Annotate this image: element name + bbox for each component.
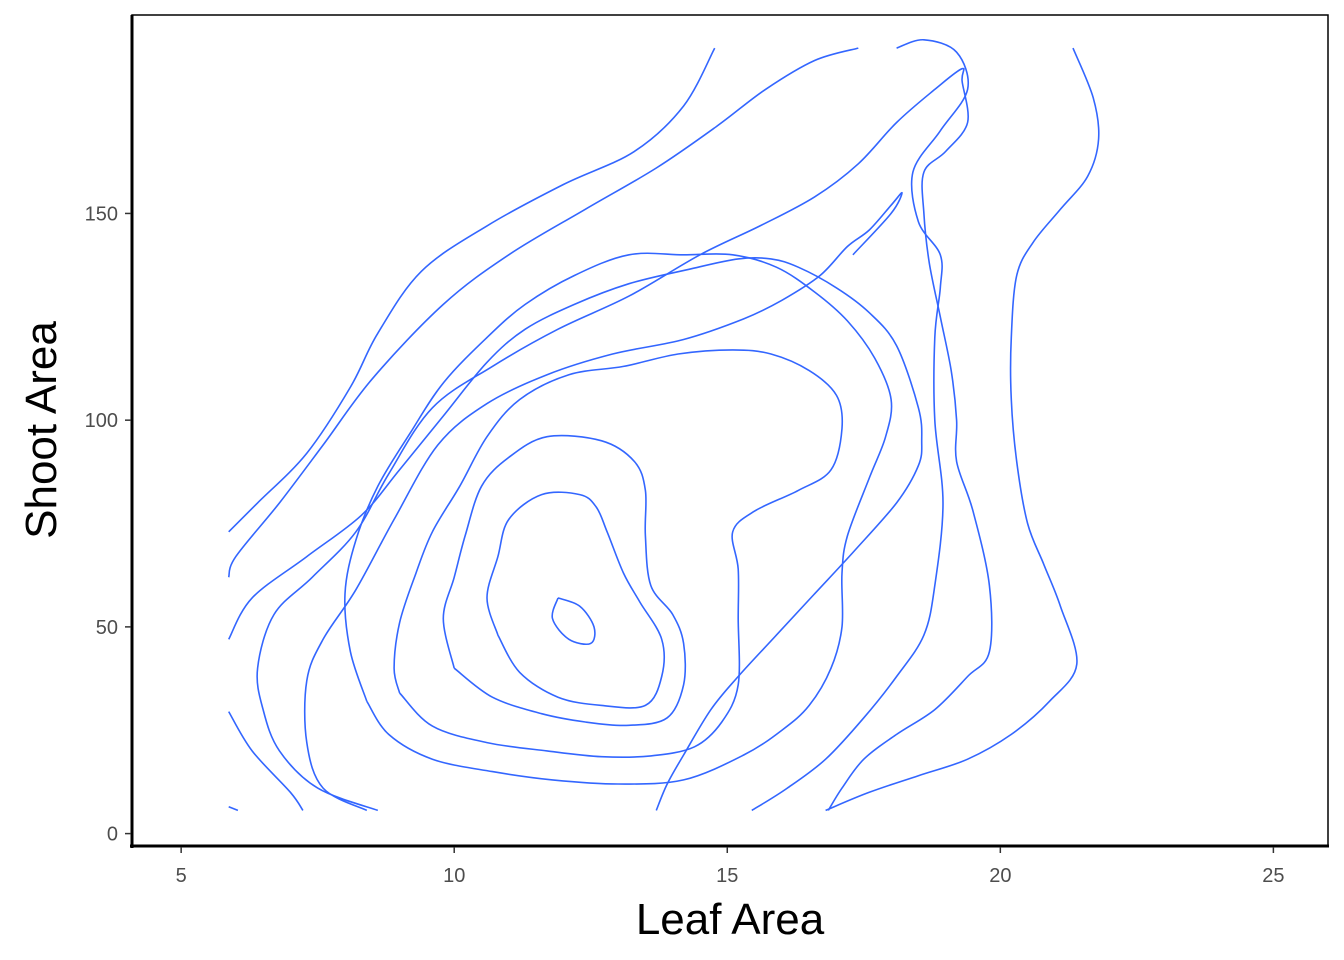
contour-line-11 bbox=[393, 349, 844, 759]
contour-line-3 bbox=[227, 256, 923, 811]
y-axis-title: Shoot Area bbox=[17, 321, 66, 539]
contour-line-10 bbox=[344, 252, 893, 785]
x-tick-label: 25 bbox=[1262, 865, 1284, 887]
x-tick-label: 15 bbox=[716, 865, 738, 887]
x-axis-title: Leaf Area bbox=[636, 895, 825, 944]
y-tick-label: 50 bbox=[96, 617, 118, 639]
x-tick-label: 5 bbox=[176, 865, 187, 887]
contour-line-12 bbox=[442, 434, 687, 727]
contour-line-2 bbox=[228, 711, 304, 811]
x-tick-label: 20 bbox=[989, 865, 1011, 887]
contour-line-7 bbox=[751, 38, 970, 812]
contour-line-4 bbox=[228, 47, 716, 533]
x-tick-label: 10 bbox=[443, 865, 465, 887]
contour-line-9 bbox=[303, 191, 903, 812]
y-tick-label: 0 bbox=[107, 824, 118, 846]
y-axis-ticks: 0 50 100 150 bbox=[85, 203, 131, 846]
contour-line-13 bbox=[486, 491, 665, 709]
contour-lines bbox=[227, 38, 1100, 812]
contour-line-14 bbox=[551, 597, 596, 646]
y-tick-label: 150 bbox=[85, 203, 118, 225]
contour-line-5 bbox=[256, 67, 993, 812]
contour-line-6 bbox=[825, 47, 1100, 812]
panel-background bbox=[131, 14, 1329, 847]
x-axis-ticks: 5 10 15 20 25 bbox=[176, 847, 1285, 887]
contour-line-1 bbox=[228, 805, 239, 812]
contour-line-8 bbox=[227, 47, 859, 578]
y-tick-label: 100 bbox=[85, 410, 118, 432]
